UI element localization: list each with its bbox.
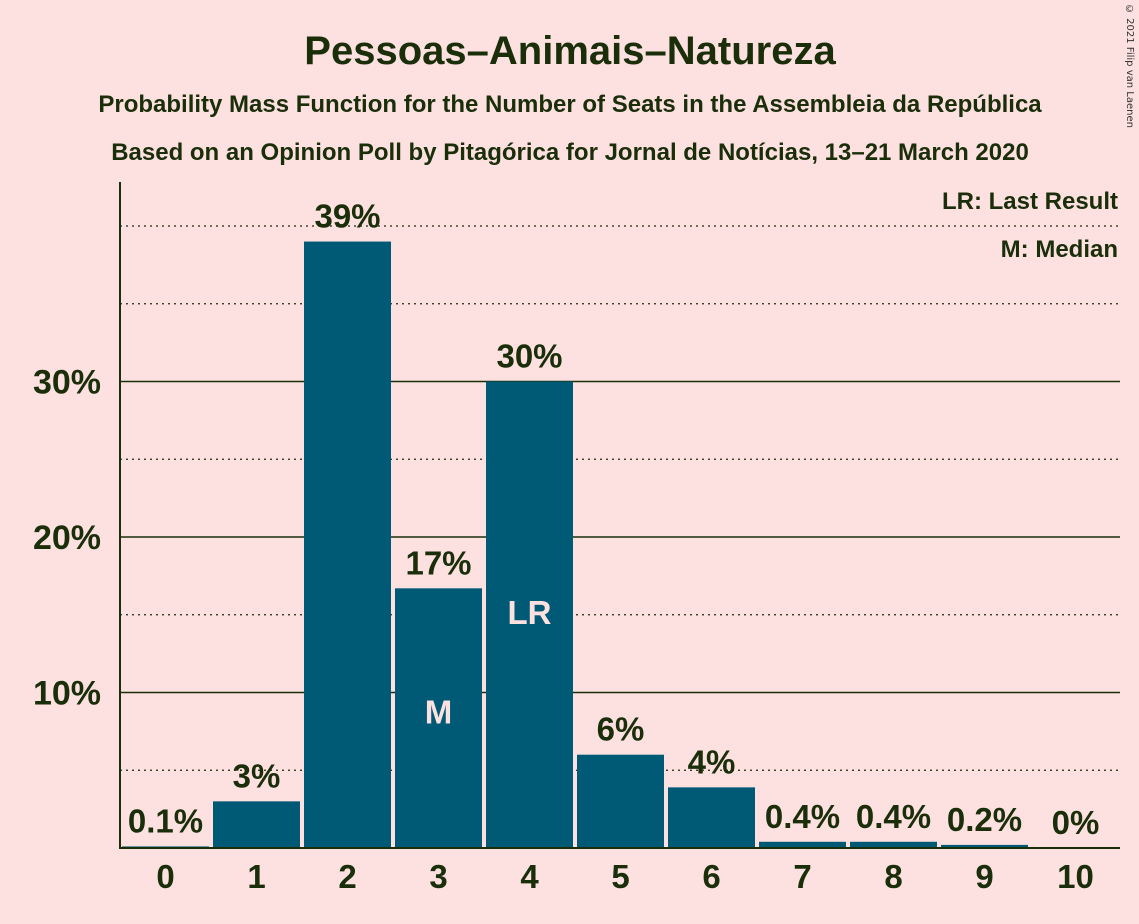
bar bbox=[304, 242, 391, 848]
y-tick-label: 30% bbox=[33, 364, 101, 402]
bar bbox=[668, 787, 755, 848]
chart-subtitle-source: Based on an Opinion Poll by Pitagórica f… bbox=[111, 139, 1029, 166]
x-tick-label: 3 bbox=[429, 858, 447, 895]
chart-title: Pessoas–Animais–Natureza bbox=[304, 29, 836, 73]
x-tick-label: 4 bbox=[520, 858, 539, 895]
x-tick-label: 8 bbox=[884, 858, 902, 895]
last-result-marker: LR bbox=[508, 594, 552, 631]
y-axis-ticks: 10% 20% 30% bbox=[33, 364, 101, 713]
legend-last-result: LR: Last Result bbox=[942, 188, 1118, 215]
data-label: 0.1% bbox=[128, 802, 203, 839]
grid-lines bbox=[120, 226, 1120, 770]
data-label: 17% bbox=[405, 544, 471, 581]
data-label: 0.4% bbox=[856, 798, 931, 835]
chart-subtitle: Probability Mass Function for the Number… bbox=[98, 91, 1042, 118]
data-label: 0% bbox=[1052, 804, 1100, 841]
x-tick-label: 10 bbox=[1057, 858, 1094, 895]
x-tick-label: 2 bbox=[338, 858, 356, 895]
y-tick-label: 20% bbox=[33, 519, 101, 557]
data-label: 39% bbox=[314, 198, 380, 235]
x-axis-ticks: 0 1 2 3 4 5 6 7 8 9 10 bbox=[156, 858, 1094, 895]
x-tick-label: 7 bbox=[793, 858, 811, 895]
bar bbox=[213, 801, 300, 848]
x-tick-label: 0 bbox=[156, 858, 174, 895]
data-label: 4% bbox=[688, 743, 736, 780]
copyright-note: © 2021 Filip van Laenen bbox=[1124, 4, 1135, 128]
x-tick-label: 9 bbox=[975, 858, 993, 895]
x-tick-label: 5 bbox=[611, 858, 629, 895]
data-label: 30% bbox=[496, 338, 562, 375]
data-label: 3% bbox=[233, 757, 281, 794]
x-tick-label: 1 bbox=[247, 858, 265, 895]
x-tick-label: 6 bbox=[702, 858, 720, 895]
data-label: 6% bbox=[597, 711, 645, 748]
median-marker: M bbox=[425, 693, 453, 730]
legend-median: M: Median bbox=[1001, 236, 1118, 263]
y-tick-label: 10% bbox=[33, 675, 101, 713]
data-label: 0.4% bbox=[765, 798, 840, 835]
bar bbox=[577, 755, 664, 848]
data-label: 0.2% bbox=[947, 801, 1022, 838]
value-labels: 0.1% 3% 39% 17% 30% 6% 4% 0.4% 0.4% 0.2% 0% M LR bbox=[128, 198, 1099, 841]
